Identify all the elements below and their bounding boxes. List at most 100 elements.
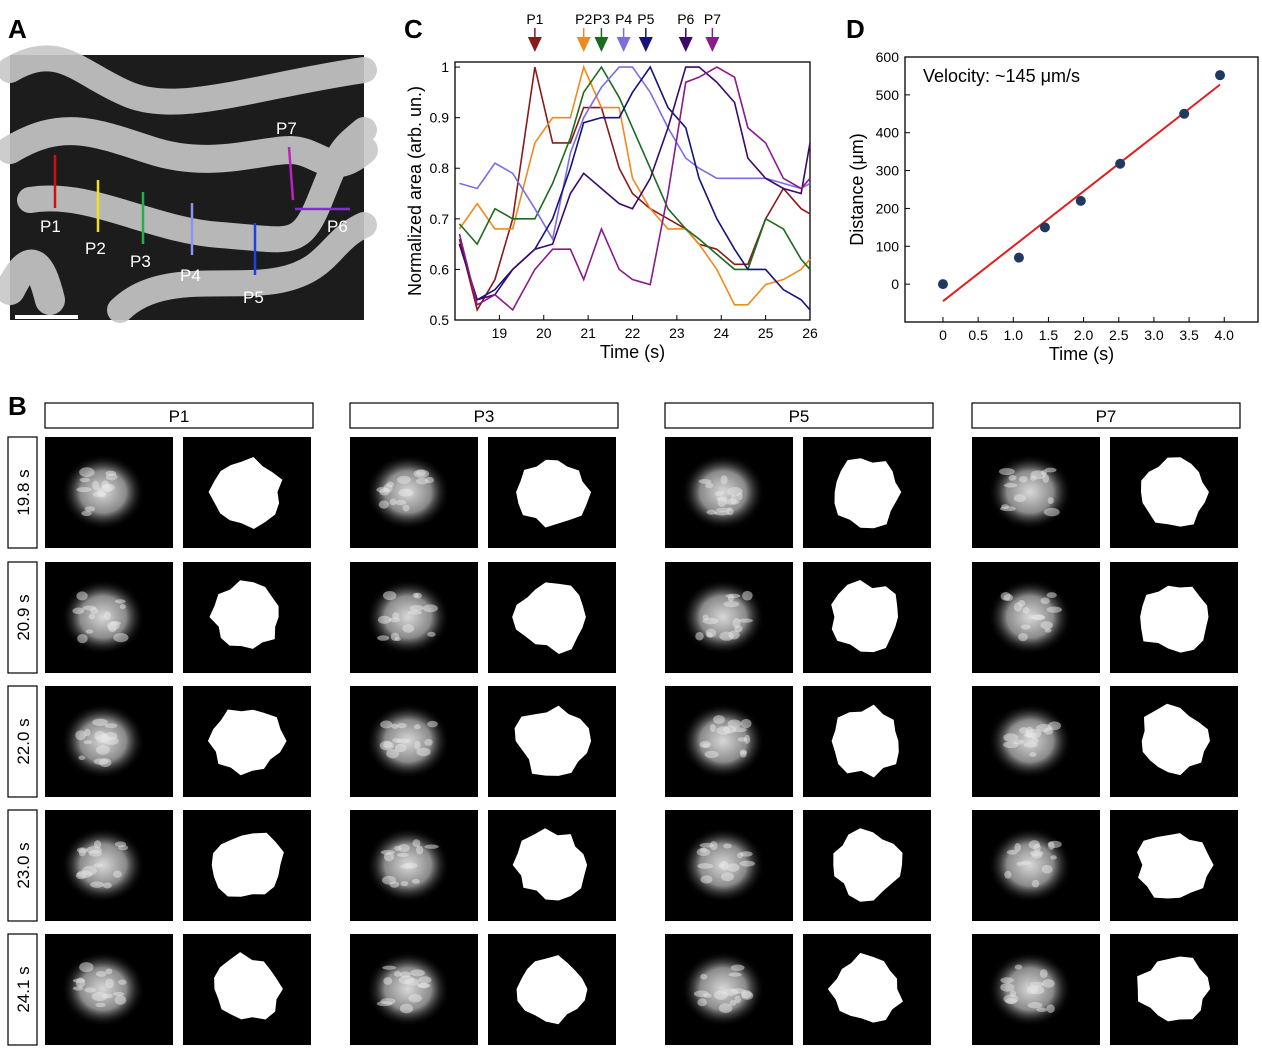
cell-speckle: [1004, 483, 1017, 487]
series-line: [459, 67, 810, 239]
cell-speckle: [402, 505, 409, 512]
cell-speckle: [398, 844, 410, 852]
probe-label: P3: [130, 252, 151, 271]
cell-signal: [988, 703, 1072, 779]
y-tick-label: 0.5: [430, 312, 450, 328]
cell-speckle: [424, 739, 432, 746]
cell-speckle: [73, 978, 85, 982]
cell-speckle: [396, 500, 407, 506]
column-header: P5: [789, 407, 810, 426]
cell-speckle: [75, 730, 86, 740]
x-tick-label: 23: [669, 325, 685, 341]
cell-speckle: [106, 473, 118, 480]
cell-speckle: [404, 863, 418, 869]
cell-speckle: [84, 987, 96, 992]
panel-letter: D: [846, 14, 865, 44]
cell-speckle: [728, 630, 739, 639]
cell-speckle: [721, 475, 728, 484]
cell-speckle: [740, 851, 752, 856]
cell-speckle: [1041, 597, 1051, 604]
y-tick-label: 0.6: [430, 261, 450, 277]
cell-speckle: [105, 978, 114, 988]
probe-label: P2: [85, 239, 106, 258]
cell-speckle: [702, 743, 709, 747]
cell-speckle: [710, 724, 716, 732]
cell-signal: [681, 703, 765, 779]
x-tick-label: 24: [713, 325, 729, 341]
cell-speckle: [77, 870, 93, 878]
cell-speckle: [1014, 494, 1026, 502]
cell-speckle: [115, 995, 127, 1004]
cell-speckle: [697, 863, 713, 869]
cell-speckle: [395, 637, 401, 641]
cell-speckle: [86, 846, 101, 854]
cell-speckle: [402, 624, 414, 633]
cell-speckle: [721, 872, 734, 881]
cell-speckle: [77, 634, 88, 643]
cell-speckle: [740, 861, 755, 867]
cell-speckle: [113, 633, 128, 642]
cell-speckle: [399, 976, 415, 985]
y-tick-label: 0.8: [430, 160, 450, 176]
cell-speckle: [96, 745, 110, 754]
cell-speckle: [86, 629, 94, 633]
figure: A B C D P1P2P3P4P5P6P7 19202122232425260…: [0, 0, 1262, 1046]
cell-signal: [681, 454, 765, 530]
cell-speckle: [1031, 737, 1038, 744]
x-tick-label: 19: [492, 325, 508, 341]
peak-label: P4: [615, 11, 632, 27]
row-label: 20.9 s: [14, 594, 33, 640]
cell-speckle: [397, 476, 411, 484]
row-label: 24.1 s: [14, 966, 33, 1012]
x-tick-label: 0: [939, 327, 947, 343]
row-label: 19.8 s: [14, 469, 33, 515]
probe-label: P1: [40, 217, 61, 236]
cell-signal: [61, 827, 145, 903]
cell-speckle: [1048, 497, 1054, 504]
cell-speckle: [1023, 607, 1030, 614]
probe-label: P6: [327, 217, 348, 236]
cell-signal: [366, 579, 450, 655]
y-tick-label: 0.7: [430, 211, 450, 227]
cell-speckle: [395, 744, 407, 753]
y-tick-label: 0: [891, 276, 899, 292]
cell-speckle: [390, 499, 397, 506]
fit-line: [943, 85, 1220, 302]
cell-speckle: [384, 852, 394, 861]
series-line: [459, 67, 810, 310]
cell-speckle: [397, 853, 409, 857]
cell-speckle: [410, 605, 424, 611]
peak-label: P3: [593, 11, 610, 27]
cell-speckle: [1045, 628, 1052, 632]
cell-speckle: [378, 616, 391, 624]
x-tick-label: 3.0: [1144, 327, 1164, 343]
cell-speckle: [423, 604, 438, 612]
row-label: 22.0 s: [14, 718, 33, 764]
panel-letter: A: [8, 14, 27, 44]
data-point: [1115, 159, 1125, 169]
cell-speckle: [79, 467, 94, 477]
x-tick-label: 0.5: [968, 327, 988, 343]
cell-speckle: [377, 1001, 393, 1006]
cell-speckle: [706, 632, 713, 637]
cell-speckle: [1003, 594, 1013, 601]
cell-speckle: [78, 756, 85, 760]
cell-speckle: [718, 863, 725, 868]
cell-speckle: [723, 989, 738, 996]
x-axis-label: Time (s): [1049, 344, 1114, 364]
cell-signal: [988, 454, 1072, 530]
cell-speckle: [1048, 842, 1054, 850]
cell-speckle: [113, 870, 122, 878]
cell-speckle: [106, 968, 113, 974]
y-axis-label: Distance (μm): [847, 133, 867, 245]
cell-speckle: [727, 863, 740, 872]
peak-arrow: [705, 37, 719, 52]
cell-signal: [681, 579, 765, 655]
cell-speckle: [1045, 468, 1057, 473]
cell-speckle: [713, 715, 725, 724]
cell-speckle: [80, 478, 91, 483]
cell-speckle: [1004, 871, 1011, 879]
cell-speckle: [410, 969, 425, 976]
cell-speckle: [120, 604, 126, 609]
data-point: [938, 279, 948, 289]
